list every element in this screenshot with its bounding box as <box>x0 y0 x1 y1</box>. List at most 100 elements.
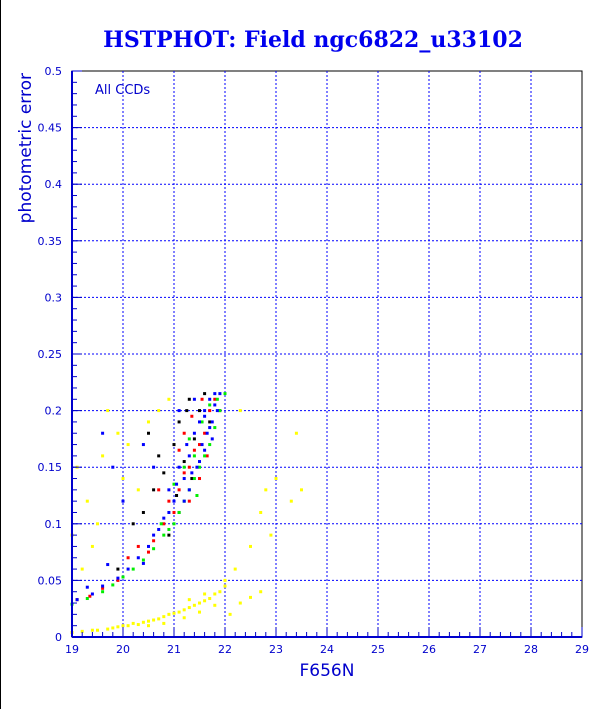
data-point-black <box>167 533 171 537</box>
data-point-blue <box>126 567 130 571</box>
data-point-red <box>157 488 161 492</box>
x-tick-label: 20 <box>116 643 130 656</box>
data-point-yellow <box>111 626 115 630</box>
data-point-black <box>152 488 156 492</box>
data-point-red <box>152 539 156 543</box>
data-point-yellow <box>126 624 130 628</box>
data-point-yellow <box>213 603 217 607</box>
data-point-red <box>190 414 194 418</box>
data-point-blue <box>106 563 110 567</box>
data-point-yellow <box>85 499 89 503</box>
data-point-red <box>187 465 191 469</box>
data-point-blue <box>208 426 212 430</box>
data-point-green <box>121 575 125 579</box>
data-point-black <box>177 420 181 424</box>
data-point-yellow <box>147 420 150 424</box>
x-tick-label: 26 <box>422 643 436 656</box>
data-point-blue <box>90 592 94 596</box>
y-tick-label: 0.2 <box>45 405 63 418</box>
data-point-yellow <box>152 618 156 622</box>
data-point-yellow <box>289 499 293 503</box>
data-point-blue <box>167 510 171 514</box>
data-point-green <box>159 522 163 526</box>
data-point-yellow <box>233 567 237 571</box>
x-axis-label: F656N <box>300 661 355 681</box>
data-point-green <box>215 397 219 401</box>
data-point-blue <box>215 409 219 413</box>
data-point-green <box>172 522 176 526</box>
data-point-green <box>208 403 212 407</box>
data-point-blue <box>198 460 201 464</box>
x-tick-label: 27 <box>473 643 487 656</box>
data-point-blue <box>218 392 222 396</box>
data-point-yellow <box>203 599 207 603</box>
data-point-yellow <box>131 621 135 625</box>
data-point-yellow <box>121 624 125 628</box>
data-point-yellow <box>96 628 99 632</box>
data-point-blue <box>203 409 207 413</box>
data-point-yellow <box>259 590 263 594</box>
data-point-green <box>203 454 207 458</box>
data-point-green <box>85 597 89 601</box>
chart-title: HSTPHOT: Field ngc6822_u33102 <box>103 27 523 53</box>
data-point-yellow <box>198 601 201 605</box>
data-point-red <box>162 522 166 526</box>
data-point-blue <box>75 598 79 602</box>
data-point-yellow <box>238 601 242 605</box>
data-point-yellow <box>162 615 166 619</box>
data-point-yellow <box>213 592 217 596</box>
data-point-blue <box>152 465 156 469</box>
data-point-red <box>147 550 150 554</box>
data-point-blue <box>192 397 196 401</box>
data-point-yellow <box>80 567 84 571</box>
data-point-blue <box>141 443 145 447</box>
data-point-yellow <box>147 619 150 623</box>
data-point-green <box>187 437 191 441</box>
data-point-yellow <box>90 628 94 632</box>
data-point-blue <box>190 471 194 475</box>
data-point-black <box>208 420 212 424</box>
data-point-green <box>208 443 212 447</box>
data-point-black <box>187 397 191 401</box>
data-point-yellow <box>96 522 99 526</box>
data-point-red <box>205 454 209 458</box>
data-point-green <box>101 590 105 594</box>
data-point-green <box>192 454 196 458</box>
data-point-blue <box>121 499 125 503</box>
data-point-blue <box>213 392 217 396</box>
data-point-yellow <box>177 610 181 614</box>
x-tick-label: 23 <box>269 643 283 656</box>
data-point-blue <box>177 409 181 413</box>
data-point-blue <box>210 437 214 441</box>
data-points <box>70 392 303 634</box>
data-point-yellow <box>157 409 161 413</box>
data-point-yellow <box>162 621 166 625</box>
y-tick-label: 0.35 <box>38 235 63 248</box>
data-point-blue <box>101 431 105 435</box>
data-point-green <box>192 477 196 481</box>
data-point-yellow <box>141 620 145 624</box>
data-point-red <box>187 499 191 503</box>
data-point-red <box>203 431 207 435</box>
data-point-blue <box>192 431 196 435</box>
data-point-yellow <box>208 597 212 601</box>
data-point-black <box>157 454 161 458</box>
data-point-green <box>195 494 199 497</box>
data-point-blue <box>187 454 191 458</box>
x-tick-label: 24 <box>320 643 334 656</box>
data-point-green <box>177 510 181 514</box>
data-point-red <box>116 578 120 582</box>
y-tick-label: 0.1 <box>45 518 63 531</box>
data-point-blue <box>182 499 186 503</box>
data-point-green <box>111 583 115 587</box>
x-tick-label: 28 <box>524 643 538 656</box>
data-point-yellow <box>167 612 171 616</box>
data-point-green <box>198 465 201 469</box>
data-point-yellow <box>223 584 227 588</box>
data-point-yellow <box>249 544 252 548</box>
data-point-yellow <box>126 443 130 447</box>
data-point-black <box>162 471 166 475</box>
data-point-red <box>101 586 105 590</box>
x-tick-label: 29 <box>575 643 589 656</box>
